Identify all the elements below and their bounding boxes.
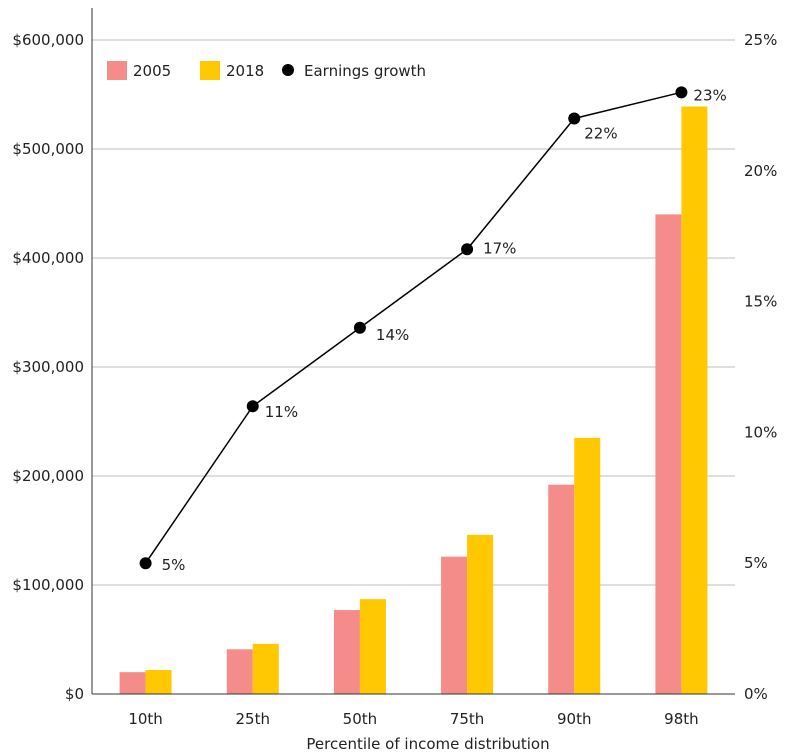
y-tick-label: $0 [65, 685, 84, 703]
bar-2005 [548, 484, 575, 694]
bar-2018 [252, 643, 279, 694]
x-tick-label: 98th [664, 710, 698, 728]
bar-2018 [681, 106, 708, 695]
growth-point [353, 321, 366, 334]
growth-data-label: 14% [376, 326, 409, 344]
x-tick-label: 90th [557, 710, 591, 728]
bar-2018 [574, 437, 601, 694]
y-tick-label: $500,000 [12, 140, 84, 158]
growth-data-label: 17% [483, 239, 516, 257]
bars [119, 106, 708, 695]
y2-tick-label: 10% [744, 423, 777, 441]
x-tick-label: 10th [128, 710, 162, 728]
y-tick-label: $300,000 [12, 358, 84, 376]
growth-point [139, 557, 152, 570]
growth-data-label: 22% [584, 124, 617, 142]
growth-point [246, 400, 259, 413]
legend: 2005 2018 Earnings growth [107, 61, 426, 80]
legend-swatch-2005 [107, 61, 127, 80]
bar-2005 [119, 672, 146, 694]
growth-point [675, 86, 688, 99]
axes [91, 8, 735, 695]
bar-2005 [441, 556, 468, 694]
legend-marker-growth [282, 64, 294, 76]
growth-polyline [144, 91, 682, 564]
bar-2005 [655, 214, 682, 694]
y-tick-label: $100,000 [12, 576, 84, 594]
growth-point [568, 112, 581, 125]
x-axis-title: Percentile of income distribution [306, 735, 549, 753]
bar-2018 [359, 599, 386, 694]
tick-labels: $0 $100,000 $200,000 $300,000 $400,000 $500,0… [12, 31, 777, 728]
y-tick-label: $200,000 [12, 467, 84, 485]
growth-data-label: 5% [162, 556, 186, 574]
y2-tick-label: 0% [744, 685, 768, 703]
x-tick-label: 50th [343, 710, 377, 728]
x-tick-label: 75th [450, 710, 484, 728]
y2-tick-label: 15% [744, 293, 777, 311]
growth-line: 5% 11% 14% 17% 22% 23% [139, 86, 727, 574]
y2-tick-label: 25% [744, 31, 777, 49]
legend-swatch-2018 [200, 61, 220, 80]
growth-data-label: 23% [693, 86, 726, 104]
growth-data-label: 11% [265, 403, 298, 421]
x-tick-label: 25th [236, 710, 270, 728]
legend-label: 2018 [226, 62, 264, 80]
bar-2018 [467, 534, 494, 694]
bar-2005 [226, 649, 253, 694]
growth-point [461, 243, 474, 256]
legend-label: 2005 [133, 62, 171, 80]
bar-2005 [333, 610, 360, 694]
gridlines [92, 39, 735, 586]
legend-label: Earnings growth [304, 62, 426, 80]
bar-2018 [145, 670, 172, 694]
y-tick-label: $600,000 [12, 31, 84, 49]
y2-tick-label: 5% [744, 554, 768, 572]
y-tick-label: $400,000 [12, 249, 84, 267]
y2-tick-label: 20% [744, 162, 777, 180]
